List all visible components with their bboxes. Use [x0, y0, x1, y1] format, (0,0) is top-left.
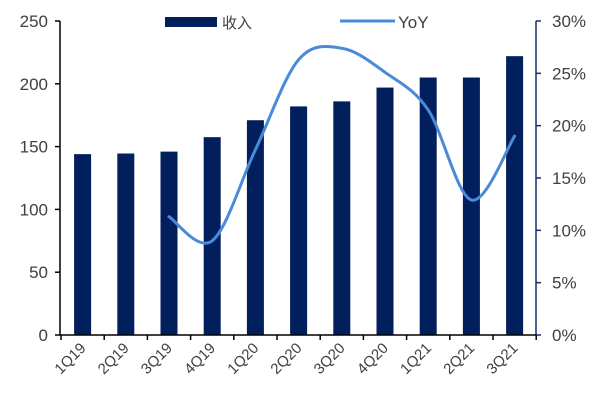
left-tick-label: 50	[29, 263, 48, 282]
x-tick-label: 2Q20	[267, 340, 305, 378]
right-tick-label: 20%	[552, 117, 586, 136]
bar-4Q20	[376, 87, 394, 336]
bar-2Q21	[462, 77, 480, 336]
yoy-line	[167, 44, 517, 245]
bar-3Q20	[333, 101, 351, 335]
x-tick-label: 3Q21	[483, 340, 521, 378]
legend-bar-swatch	[165, 17, 217, 27]
x-tick-label: 2Q21	[440, 340, 478, 378]
right-tick-label: 25%	[552, 64, 586, 83]
right-tick-label: 5%	[552, 274, 577, 293]
legend: 收入 YoY	[165, 13, 429, 32]
bar-2Q20	[290, 106, 308, 336]
legend-label-revenue: 收入	[222, 15, 252, 32]
right-tick-label: 0%	[552, 326, 577, 345]
right-tick-label: 30%	[552, 12, 586, 31]
left-y-axis: 0 50 100 150 200 250	[20, 12, 61, 345]
left-tick-label: 100	[20, 200, 48, 219]
x-tick-label: 1Q21	[397, 340, 435, 378]
x-tick-label: 1Q20	[224, 340, 262, 378]
right-y-axis: 0% 5% 10% 15% 20% 25% 30%	[535, 12, 586, 345]
left-tick-label: 250	[20, 12, 48, 31]
x-axis: 1Q19 2Q19 3Q19 4Q19 1Q20 2Q20 3Q20 4Q20 1Q21 2Q21…	[51, 334, 537, 378]
left-tick-label: 150	[20, 138, 48, 157]
bar-3Q21	[506, 56, 524, 335]
yoy-line-path	[167, 44, 517, 245]
x-tick-label: 4Q20	[354, 340, 392, 378]
bar-1Q19	[74, 154, 92, 335]
left-tick-label: 200	[20, 75, 48, 94]
x-tick-label: 1Q19	[51, 340, 89, 378]
x-tick-label: 4Q19	[181, 340, 219, 378]
left-tick-label: 0	[39, 326, 48, 345]
bar-3Q19	[160, 151, 178, 335]
revenue-bars	[74, 56, 524, 336]
x-tick-label: 3Q19	[138, 340, 176, 378]
legend-label-yoy: YoY	[398, 13, 429, 32]
bar-4Q19	[203, 137, 221, 335]
right-tick-label: 10%	[552, 221, 586, 240]
bar-1Q21	[419, 77, 437, 336]
x-tick-label: 2Q19	[95, 340, 133, 378]
bar-2Q19	[117, 153, 135, 335]
bar-1Q20	[246, 120, 264, 335]
x-tick-label: 3Q20	[311, 340, 349, 378]
right-tick-label: 15%	[552, 169, 586, 188]
